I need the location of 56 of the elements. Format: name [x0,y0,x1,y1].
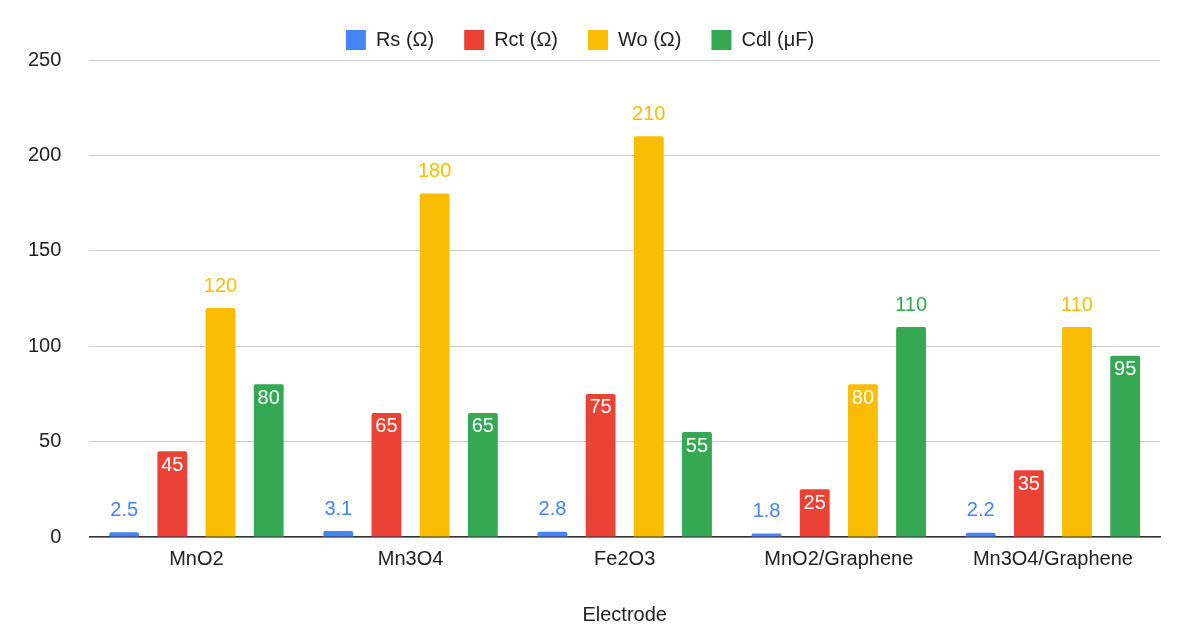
y-tick-label: 100 [27,333,62,356]
data-label: 95 [1114,357,1137,380]
data-label: 110 [1061,292,1093,315]
y-tick-label: 50 [39,429,62,452]
bar [847,384,878,537]
bar [157,451,188,537]
data-label: 2.2 [966,498,995,521]
data-label: 25 [803,490,826,513]
x-tick-label: Mn3O4 [377,546,444,569]
data-label: 75 [589,395,612,418]
data-label: 110 [895,292,928,315]
data-label: 80 [257,385,280,408]
data-label: 80 [851,385,875,408]
bar [371,412,402,537]
data-label: 1.8 [752,499,781,522]
bar [467,412,498,537]
bar [682,432,712,537]
bar [633,136,664,537]
bar [965,532,996,537]
data-label: 180 [417,159,452,182]
data-label: 2.5 [110,497,139,520]
data-label: 210 [632,101,666,124]
data-label: 120 [203,273,238,296]
bar [205,308,236,537]
data-label: 65 [471,414,494,437]
bar [419,193,450,537]
data-label: 65 [375,414,398,437]
legend-label: Rct (Ω) [494,27,558,50]
legend-label: Rs (Ω) [375,27,435,50]
data-label: 3.1 [324,496,353,519]
bar [1013,470,1044,537]
legend-label: Wo (Ω) [618,27,682,50]
y-tick-label: 0 [50,524,62,547]
bar [799,489,830,537]
x-tick-label: Mn3O4/Graphene [972,546,1133,569]
y-tick-label: 150 [27,238,62,261]
bar [253,384,284,537]
bar [751,533,782,537]
x-tick-label: Fe2O3 [594,546,656,569]
legend-label: Cdl (μF) [741,27,815,50]
x-tick-label: MnO2/Graphene [764,546,914,569]
data-label: 35 [1017,471,1040,494]
bar [537,531,568,537]
data-label: 45 [161,452,184,475]
data-label: 2.8 [538,497,567,520]
bar [585,393,616,537]
bar [323,531,354,537]
bar [109,532,140,537]
bar [896,327,927,537]
bar [1110,355,1141,537]
x-axis-title: Electrode [582,602,667,625]
data-label: 55 [685,433,709,456]
y-tick-label: 250 [27,47,62,70]
y-tick-label: 200 [27,142,62,165]
x-tick-label: MnO2 [169,546,224,569]
bar [1062,327,1092,537]
